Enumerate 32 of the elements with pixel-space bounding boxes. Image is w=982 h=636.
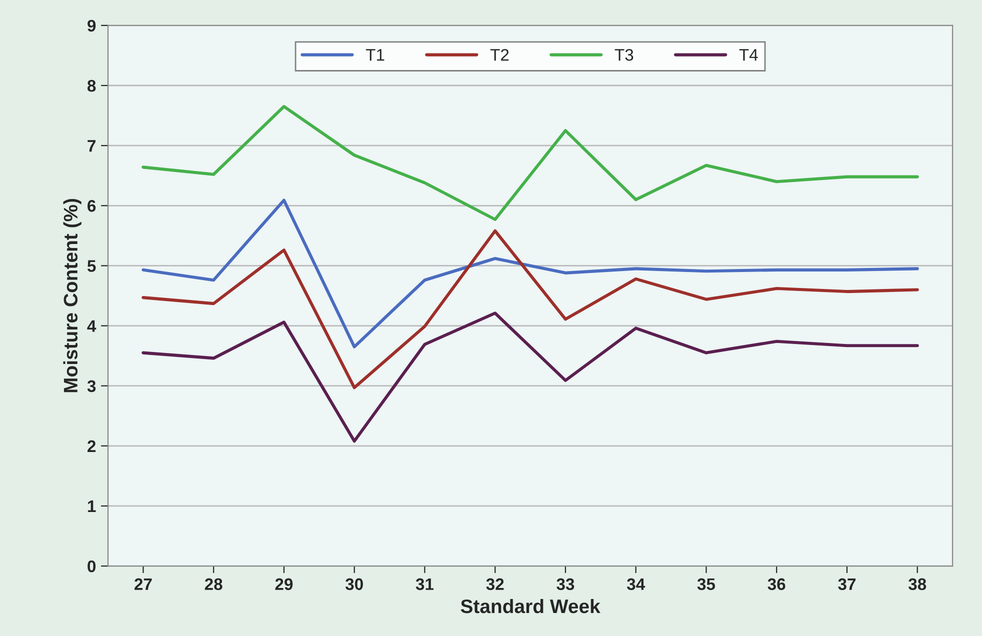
y-tick-label: 4 (87, 320, 96, 332)
y-tick-label: 1 (88, 500, 96, 512)
x-axis-title: Standard Week (460, 598, 600, 614)
legend-label: T4 (739, 49, 758, 61)
line-series (142, 105, 919, 221)
x-tick-label: 38 (908, 578, 926, 590)
x-tick-label: 36 (768, 578, 786, 590)
y-tick-label: 5 (87, 260, 96, 272)
x-tick-label: 32 (486, 578, 504, 590)
legend-label: T2 (490, 48, 509, 61)
y-axis-title: Moisture Content (%) (63, 198, 82, 392)
x-tick-label: 31 (416, 578, 434, 590)
x-tick-label: 33 (556, 578, 574, 590)
y-tick-label: 3 (87, 380, 96, 392)
x-tick-label: 37 (838, 578, 856, 590)
y-tick-label: 9 (88, 20, 96, 32)
x-tick-label: 35 (697, 578, 716, 590)
y-tick-label: 2 (88, 440, 96, 452)
y-tick-label: 6 (88, 200, 96, 212)
x-tick-label: 34 (626, 578, 646, 590)
legend-label: T3 (614, 48, 634, 61)
x-tick-label: 30 (345, 578, 363, 590)
x-tick-label: 28 (204, 578, 222, 590)
legend-label: T1 (366, 49, 384, 61)
x-tick-label: 27 (134, 578, 152, 590)
line-series (142, 312, 919, 443)
x-tick-label: 29 (275, 578, 293, 590)
y-tick-label: 0 (88, 560, 96, 572)
line-series (142, 229, 919, 390)
line-series (142, 198, 919, 348)
y-tick-label: 7 (88, 140, 96, 152)
y-tick-label: 8 (87, 80, 96, 92)
